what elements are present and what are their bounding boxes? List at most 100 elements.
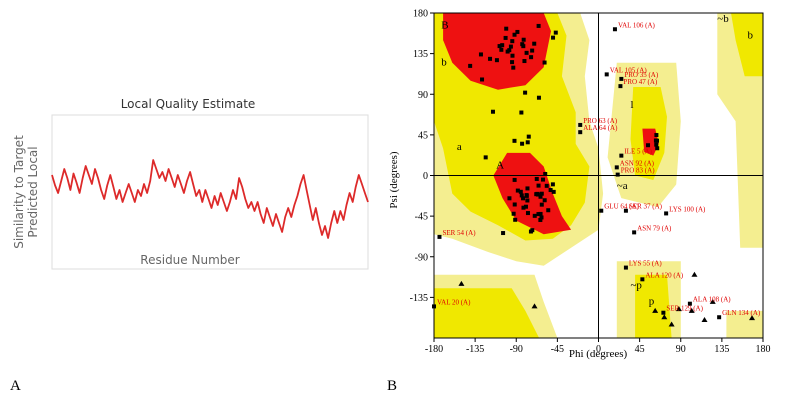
rama-xtick-label: 135 (714, 344, 729, 355)
ramachandran-axes: -180 -135 -90 -45 0 45 90 135 180 180 135 90 45 0 -45 -… (410, 9, 771, 356)
rama-region-letter: ~p (630, 279, 642, 291)
rama-residue-point (543, 171, 548, 176)
rama-residue-point (510, 39, 515, 44)
rama-glycine-point (691, 271, 698, 277)
rama-labeled-point (612, 27, 617, 32)
rama-residue-point (521, 205, 526, 210)
panel-a-label: A (10, 378, 21, 394)
rama-ylabel: Psi (degrees) (388, 151, 400, 208)
rama-region-letter: ~a (617, 180, 628, 192)
rama-residue-point (519, 193, 524, 198)
rama-residue-point (480, 77, 485, 82)
rama-residue-point (518, 189, 523, 194)
rama-labeled-point (578, 130, 583, 135)
ramachandran-chart: -180 -135 -90 -45 0 45 90 135 180 180 135 90 45 0 -45 -… (388, 9, 771, 361)
rama-residue-point (528, 229, 533, 234)
rama-region-letter: B (441, 19, 448, 31)
rama-xlabel: Phi (degrees) (569, 348, 628, 360)
rama-residue-point (488, 56, 493, 61)
rama-residue-point (512, 138, 517, 143)
rama-generous-region-corner (726, 310, 763, 338)
rama-xtick-label: 45 (635, 344, 645, 355)
rama-labeled-point (632, 230, 637, 235)
rama-residue-label: GLU 64 (A) (604, 203, 639, 211)
rama-labeled-point (615, 172, 620, 177)
rama-residue-point (532, 213, 537, 218)
rama-residue-point (534, 176, 539, 181)
rama-residue-label: ALA 108 (A) (693, 296, 731, 304)
rama-residue-point (542, 198, 547, 203)
rama-residue-point (536, 212, 541, 217)
rama-glycine-point (458, 280, 465, 286)
rama-residue-label: GLN 134 (A) (722, 309, 761, 317)
rama-residue-point (526, 134, 531, 139)
rama-xtick-label: -135 (466, 344, 484, 355)
rama-residue-point (513, 217, 518, 222)
rama-residue-label: VAL 106 (A) (618, 21, 656, 29)
rama-region-letter: ~b (717, 13, 729, 25)
rama-labeled-point (664, 211, 669, 216)
rama-region-letter: a (457, 141, 462, 153)
rama-residue-label: ALA 64 (A) (583, 124, 618, 132)
rama-residue-point (551, 35, 556, 40)
rama-residue-point (521, 44, 526, 49)
rama-residue-point (536, 95, 541, 100)
rama-residue-point (525, 198, 530, 203)
rama-labeled-point (640, 277, 645, 282)
rama-allowed-region-right-bottom (635, 274, 672, 338)
rama-residue-point (523, 90, 528, 95)
rama-residue-point (512, 32, 517, 37)
rama-residue-label: LYS 100 (A) (669, 205, 706, 213)
rama-residue-point (539, 202, 544, 207)
rama-residue-point (503, 35, 508, 40)
rama-residue-point (510, 60, 515, 65)
rama-residue-point (500, 43, 505, 48)
rama-labeled-point (623, 265, 628, 270)
rama-residue-label: PRO 47 (A) (623, 78, 658, 86)
rama-labeled-point (619, 153, 624, 158)
quality-plot-frame (51, 114, 369, 270)
rama-region-letter: A (496, 159, 504, 171)
rama-labeled-point (614, 165, 619, 170)
rama-residue-point (538, 211, 543, 216)
rama-residue-point (505, 49, 510, 54)
rama-residue-point (490, 109, 495, 114)
rama-residue-label: SER 129 (A) (666, 305, 703, 313)
rama-xtick-label: 0 (596, 344, 601, 355)
quality-ylabel-line-1: Predicted Local (26, 146, 40, 237)
rama-residue-point (515, 29, 520, 34)
rama-residue-point (497, 44, 502, 49)
rama-residue-point (530, 48, 535, 53)
rama-residue-point (544, 183, 549, 188)
rama-glycine-point (531, 303, 538, 309)
rama-allowed-region-bottom (434, 288, 540, 338)
rama-residue-label: SER 37 (A) (629, 203, 663, 211)
rama-ytick-label: 135 (413, 49, 428, 60)
rama-residue-point (553, 30, 558, 35)
rama-xtick-label: -90 (510, 344, 523, 355)
panel-b-label: B (387, 378, 398, 394)
rama-glycine-point (688, 307, 695, 313)
rama-region-letter: b (441, 56, 447, 68)
rama-residue-point (529, 55, 534, 60)
rama-residue-point (653, 138, 658, 143)
ramachandran-points (458, 23, 756, 327)
rama-residue-point (512, 177, 517, 182)
rama-region-letter: p (649, 296, 655, 308)
quality-title: Local Quality Estimate (121, 97, 256, 111)
rama-residue-label: VAL 20 (A) (437, 298, 471, 306)
rama-residue-point (536, 183, 541, 188)
rama-residue-label: SER 54 (A) (442, 229, 476, 237)
rama-ytick-label: 0 (423, 171, 428, 182)
rama-residue-label: ASN 79 (A) (637, 224, 672, 232)
rama-ytick-label: 180 (413, 9, 428, 20)
rama-xtick-label: -180 (425, 344, 443, 355)
rama-labeled-point (623, 208, 628, 213)
rama-labeled-point (687, 301, 692, 306)
rama-residue-label: PRO 35 (A) (624, 71, 659, 79)
rama-residue-point (523, 204, 528, 209)
rama-residue-label: VAL 105 (A) (610, 66, 648, 74)
rama-residue-point (524, 193, 529, 198)
quality-series-line (51, 159, 369, 239)
